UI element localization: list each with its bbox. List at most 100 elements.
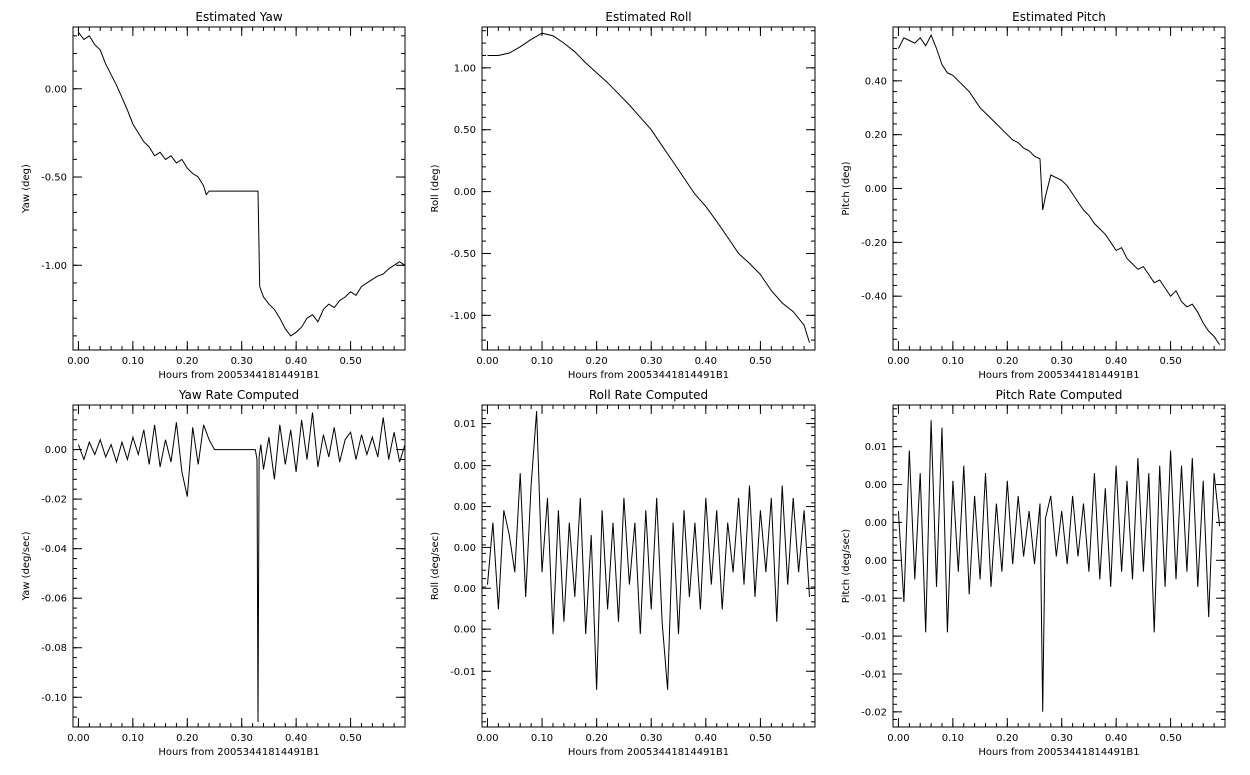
x-tick-label: 0.30: [231, 733, 253, 744]
data-line: [487, 411, 810, 690]
x-axis-label: Hours from 20053441814491B1: [568, 370, 729, 381]
y-tick-label: 0.01: [454, 419, 476, 430]
y-tick-label: -0.50: [41, 173, 67, 184]
x-tick-label: 0.00: [67, 356, 89, 367]
x-tick-label: 0.30: [231, 356, 253, 367]
data-line: [78, 31, 406, 337]
y-tick-label: 0.01: [865, 442, 887, 453]
y-tick-label: 0.00: [45, 84, 67, 95]
y-tick-label: 0.00: [865, 556, 887, 567]
plot-frame: [481, 404, 816, 728]
data-line: [77, 412, 406, 723]
chart-panel: Roll Rate Computed Hours from 20053441814…: [430, 388, 816, 758]
y-tick-label: 0.00: [865, 184, 887, 195]
y-tick-label: -0.01: [861, 669, 887, 680]
x-tick-label: 0.10: [942, 733, 964, 744]
y-tick-label: -0.01: [861, 594, 887, 605]
plot-frame: [892, 26, 1226, 351]
x-tick-label: 0.20: [176, 733, 198, 744]
data-line: [487, 32, 810, 343]
x-tick-label: 0.50: [749, 733, 771, 744]
x-tick-label: 0.10: [531, 733, 553, 744]
x-tick-label: 0.10: [122, 733, 144, 744]
y-tick-label: 0.50: [454, 125, 476, 136]
chart-title: Pitch Rate Computed: [996, 388, 1123, 402]
y-tick-label: 0.00: [454, 584, 476, 595]
chart-panel: Estimated Yaw Hours from 20053441814491B1…: [21, 10, 406, 381]
x-tick-label: 0.50: [339, 733, 361, 744]
y-tick-label: 0.00: [454, 187, 476, 198]
x-axis-label: Hours from 20053441814491B1: [158, 747, 319, 758]
chart-title: Yaw Rate Computed: [178, 388, 299, 402]
y-tick-label: 0.00: [45, 445, 67, 456]
x-tick-label: 0.00: [67, 733, 89, 744]
x-tick-label: 0.10: [942, 356, 964, 367]
y-tick-label: -0.06: [41, 594, 67, 605]
x-tick-label: 0.40: [695, 356, 717, 367]
x-tick-label: 0.30: [1051, 733, 1073, 744]
x-tick-label: 0.40: [1105, 356, 1127, 367]
y-tick-label: 0.00: [454, 543, 476, 554]
plot-frame: [72, 404, 406, 728]
x-tick-label: 0.40: [285, 733, 307, 744]
y-tick-label: 0.00: [865, 480, 887, 491]
x-axis-label: Hours from 20053441814491B1: [978, 747, 1139, 758]
chart-panel: Yaw Rate Computed Hours from 200534418144…: [21, 388, 406, 758]
x-tick-label: 0.20: [176, 356, 198, 367]
x-tick-label: 0.10: [531, 356, 553, 367]
chart-title: Roll Rate Computed: [589, 388, 708, 402]
x-tick-label: 0.00: [476, 356, 498, 367]
x-tick-label: 0.00: [476, 733, 498, 744]
y-tick-label: -1.00: [41, 261, 67, 272]
x-tick-label: 0.50: [1159, 356, 1181, 367]
y-tick-label: -0.02: [41, 495, 67, 506]
y-tick-label: -0.01: [450, 667, 476, 678]
chart-panel: Estimated Pitch Hours from 20053441814491…: [841, 10, 1226, 381]
x-tick-label: 0.20: [586, 356, 608, 367]
x-tick-label: 0.10: [122, 356, 144, 367]
x-tick-label: 0.30: [640, 733, 662, 744]
y-tick-label: 1.00: [454, 63, 476, 74]
x-tick-label: 0.40: [1105, 733, 1127, 744]
data-line: [897, 420, 1221, 712]
x-tick-label: 0.50: [749, 356, 771, 367]
x-tick-label: 0.40: [695, 733, 717, 744]
y-tick-label: -0.40: [861, 292, 887, 303]
y-axis-label: Pitch (deg/sec): [841, 529, 852, 604]
y-axis-label: Roll (deg): [430, 164, 441, 212]
y-tick-label: 0.40: [865, 76, 887, 87]
y-tick-label: -0.01: [861, 632, 887, 643]
x-tick-label: 0.20: [586, 733, 608, 744]
y-tick-label: 0.00: [865, 518, 887, 529]
y-tick-label: -1.00: [450, 311, 476, 322]
plot-frame: [892, 404, 1226, 728]
chart-panel: Pitch Rate Computed Hours from 2005344181…: [841, 388, 1226, 758]
y-tick-label: 0.00: [454, 625, 476, 636]
chart-title: Estimated Pitch: [1012, 10, 1106, 24]
y-axis-label: Yaw (deg/sec): [21, 531, 32, 601]
x-tick-label: 0.00: [887, 356, 909, 367]
chart-title: Estimated Roll: [605, 10, 691, 24]
y-axis-label: Yaw (deg): [21, 164, 32, 214]
y-tick-label: -0.20: [861, 238, 887, 249]
y-tick-label: -0.08: [41, 643, 67, 654]
y-axis-label: Roll (deg/sec): [430, 532, 441, 600]
y-axis-label: Pitch (deg): [841, 161, 852, 215]
x-tick-label: 0.40: [285, 356, 307, 367]
chart-panel: Estimated Roll Hours from 20053441814491B…: [430, 10, 816, 381]
x-axis-label: Hours from 20053441814491B1: [158, 370, 319, 381]
plot-frame: [481, 26, 816, 351]
x-axis-label: Hours from 20053441814491B1: [568, 747, 729, 758]
y-tick-label: -0.04: [41, 544, 67, 555]
data-line: [897, 33, 1221, 345]
x-tick-label: 0.50: [1159, 733, 1181, 744]
chart-title: Estimated Yaw: [195, 10, 282, 24]
x-tick-label: 0.30: [1051, 356, 1073, 367]
y-tick-label: 0.00: [454, 461, 476, 472]
y-tick-label: -0.10: [41, 693, 67, 704]
y-tick-label: 0.20: [865, 130, 887, 141]
y-tick-label: -0.50: [450, 249, 476, 260]
x-tick-label: 0.30: [640, 356, 662, 367]
x-axis-label: Hours from 20053441814491B1: [978, 370, 1139, 381]
